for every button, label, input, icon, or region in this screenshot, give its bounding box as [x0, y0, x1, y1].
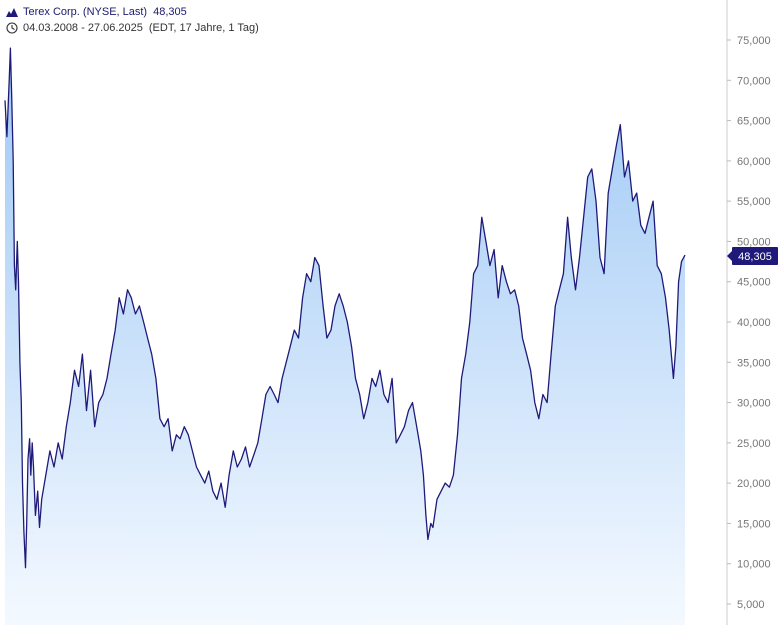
y-tick-label: 35,000	[737, 357, 771, 369]
y-tick-label: 45,000	[737, 277, 771, 289]
last-price-tag-pointer	[727, 251, 732, 261]
chart-period-row: 04.03.2008 - 27.06.2025 (EDT, 17 Jahre, …	[6, 22, 259, 34]
price-line	[4, 47, 686, 569]
y-tick-label: 55,000	[737, 196, 771, 208]
clock-icon	[6, 22, 18, 34]
price-area-fill	[5, 48, 685, 625]
y-tick-label: 65,000	[737, 116, 771, 128]
period-range: 04.03.2008 - 27.06.2025	[23, 22, 143, 34]
y-tick-label: 50,000	[737, 236, 771, 248]
period-note: (EDT, 17 Jahre, 1 Tag)	[148, 22, 259, 34]
y-tick-label: 5,000	[737, 599, 765, 611]
chart-title-row: Terex Corp. (NYSE, Last) 48,305	[6, 6, 187, 18]
instrument-name: Terex Corp. (NYSE, Last)	[23, 6, 148, 18]
y-tick-label: 25,000	[737, 438, 771, 450]
last-price-tag-value: 48,305	[738, 251, 772, 263]
mountain-chart-icon	[6, 8, 18, 17]
last-price-tag: 48,305	[727, 247, 778, 265]
y-tick-label: 40,000	[737, 317, 771, 329]
y-tick-label: 70,000	[737, 75, 771, 87]
y-tick-label: 10,000	[737, 559, 771, 571]
y-tick-label: 20,000	[737, 478, 771, 490]
last-price-tag-box	[732, 247, 778, 265]
last-value: 48,305	[153, 6, 187, 18]
y-tick-label: 15,000	[737, 518, 771, 530]
y-tick-label: 30,000	[737, 398, 771, 410]
y-tick-label: 75,000	[737, 35, 771, 47]
y-tick-label: 60,000	[737, 156, 771, 168]
y-axis: 5,000 10,000 15,000 20,000 25,000 30,000 35,00…	[727, 35, 771, 611]
